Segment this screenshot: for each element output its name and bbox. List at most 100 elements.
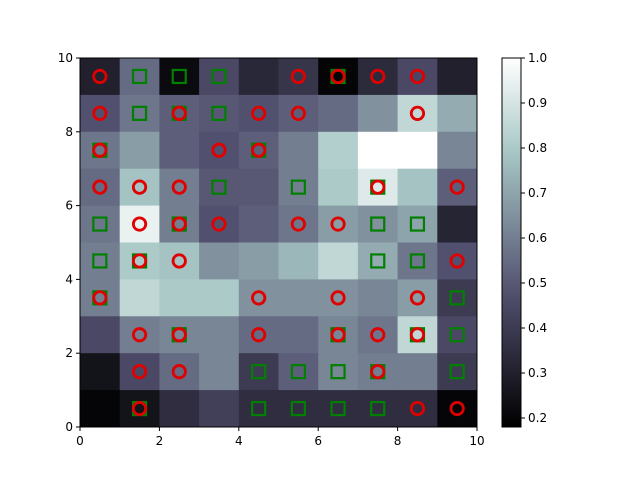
circle-marker bbox=[409, 105, 426, 121]
heatmap-cell bbox=[318, 316, 359, 354]
circle-marker bbox=[171, 253, 187, 269]
heatmap-cell bbox=[80, 242, 121, 280]
circle-marker bbox=[409, 400, 426, 417]
circle-marker bbox=[92, 179, 108, 195]
square-marker bbox=[290, 364, 306, 380]
heatmap-cell bbox=[159, 390, 200, 428]
heatmap-cell bbox=[318, 131, 359, 170]
x-tick-label: 2 bbox=[156, 434, 164, 448]
circle-marker bbox=[131, 253, 148, 269]
heatmap-cell bbox=[238, 94, 279, 133]
heatmap-cell bbox=[199, 168, 240, 207]
heatmap-cell bbox=[238, 131, 279, 170]
y-tick-label: 4 bbox=[65, 272, 73, 286]
circle-marker bbox=[171, 216, 187, 232]
y-tick-label: 6 bbox=[65, 199, 73, 213]
circle-marker bbox=[251, 105, 267, 121]
x-tick-label: 8 bbox=[394, 434, 402, 448]
heatmap-cell bbox=[199, 242, 240, 280]
y-tick-label: 2 bbox=[65, 346, 73, 360]
heatmap-cell bbox=[397, 205, 438, 243]
heatmap-cell bbox=[437, 168, 478, 207]
square-marker bbox=[449, 290, 465, 306]
colorbar: 0.2 0.3 0.4 0.5 0.6 0.7 0.8 0.9 1.0 bbox=[501, 51, 547, 428]
circle-marker bbox=[290, 105, 306, 121]
square-marker bbox=[211, 68, 227, 85]
heatmap-cell bbox=[437, 279, 478, 317]
circle-marker bbox=[131, 327, 148, 343]
colorbar-tick-label: 0.2 bbox=[528, 411, 547, 425]
circle-marker bbox=[131, 400, 148, 417]
heatmap-cell bbox=[357, 58, 399, 96]
x-tick-label: 4 bbox=[235, 434, 243, 448]
heatmap-cell bbox=[278, 390, 319, 428]
colorbar-tick-label: 0.7 bbox=[528, 186, 547, 200]
heatmap-cell bbox=[278, 131, 319, 170]
heatmap-cell bbox=[119, 94, 160, 133]
heatmap-cell bbox=[80, 131, 121, 170]
circle-marker bbox=[330, 290, 346, 306]
circle-marker bbox=[92, 142, 108, 158]
heatmap-cells bbox=[80, 58, 478, 428]
heatmap-cell bbox=[238, 168, 279, 207]
heatmap-cell bbox=[357, 168, 399, 207]
heatmap-cell bbox=[119, 58, 160, 96]
colorbar-tick-label: 0.4 bbox=[528, 321, 547, 335]
heatmap-cell bbox=[437, 58, 478, 96]
square-marker bbox=[131, 68, 148, 85]
heatmap-cell bbox=[278, 94, 319, 133]
heatmap-cell bbox=[238, 390, 279, 428]
y-tick-label: 0 bbox=[65, 420, 73, 434]
square-marker bbox=[131, 105, 148, 121]
heatmap-cell bbox=[278, 279, 319, 317]
heatmap-cell bbox=[80, 168, 121, 207]
heatmap-cell bbox=[119, 205, 160, 243]
heatmap-cell bbox=[318, 242, 359, 280]
x-tick-label: 10 bbox=[469, 434, 484, 448]
colorbar-tick-label: 0.3 bbox=[528, 366, 547, 380]
square-marker bbox=[370, 253, 386, 269]
heatmap-cell bbox=[80, 353, 121, 391]
square-marker bbox=[290, 400, 306, 417]
colorbar-tick-label: 1.0 bbox=[528, 51, 547, 65]
heatmap-cell bbox=[238, 58, 279, 96]
heatmap-cell bbox=[159, 168, 200, 207]
heatmap-cell bbox=[437, 131, 478, 170]
heatmap-cell bbox=[278, 242, 319, 280]
heatmap-cell bbox=[278, 353, 319, 391]
colorbar-scale bbox=[501, 57, 522, 428]
y-axis: 0 2 4 6 8 10 bbox=[58, 51, 80, 434]
circle-marker bbox=[92, 68, 108, 85]
circle-marker bbox=[370, 179, 386, 195]
heatmap-cell bbox=[238, 205, 279, 243]
heatmap-cell bbox=[80, 390, 121, 428]
circle-marker bbox=[171, 105, 187, 121]
square-marker bbox=[370, 400, 386, 417]
heatmap-cell bbox=[199, 58, 240, 96]
heatmap-cell bbox=[357, 205, 399, 243]
circle-marker bbox=[290, 68, 306, 85]
heatmap-cell bbox=[80, 205, 121, 243]
heatmap-cell bbox=[318, 205, 359, 243]
heatmap-cell bbox=[397, 58, 438, 96]
y-tick-label: 8 bbox=[65, 125, 73, 139]
colorbar-tick-label: 0.9 bbox=[528, 96, 547, 110]
heatmap-cell bbox=[437, 94, 478, 133]
circle-marker bbox=[92, 105, 108, 121]
heatmap-cell bbox=[397, 353, 438, 391]
heatmap-cell bbox=[397, 242, 438, 280]
heatmap-cell bbox=[159, 131, 200, 170]
circle-marker bbox=[409, 327, 426, 343]
colorbar-tick-label: 0.8 bbox=[528, 141, 547, 155]
circle-marker bbox=[449, 400, 465, 417]
heatmap-cell bbox=[159, 279, 200, 317]
heatmap-cell bbox=[357, 242, 399, 280]
square-marker bbox=[449, 364, 465, 380]
circle-marker bbox=[171, 364, 187, 380]
heatmap-cell bbox=[437, 205, 478, 243]
heatmap-cell bbox=[397, 131, 438, 170]
heatmap-cell bbox=[119, 390, 160, 428]
circle-marker bbox=[131, 216, 148, 232]
circle-marker bbox=[92, 290, 108, 306]
heatmap-cell bbox=[397, 94, 438, 133]
